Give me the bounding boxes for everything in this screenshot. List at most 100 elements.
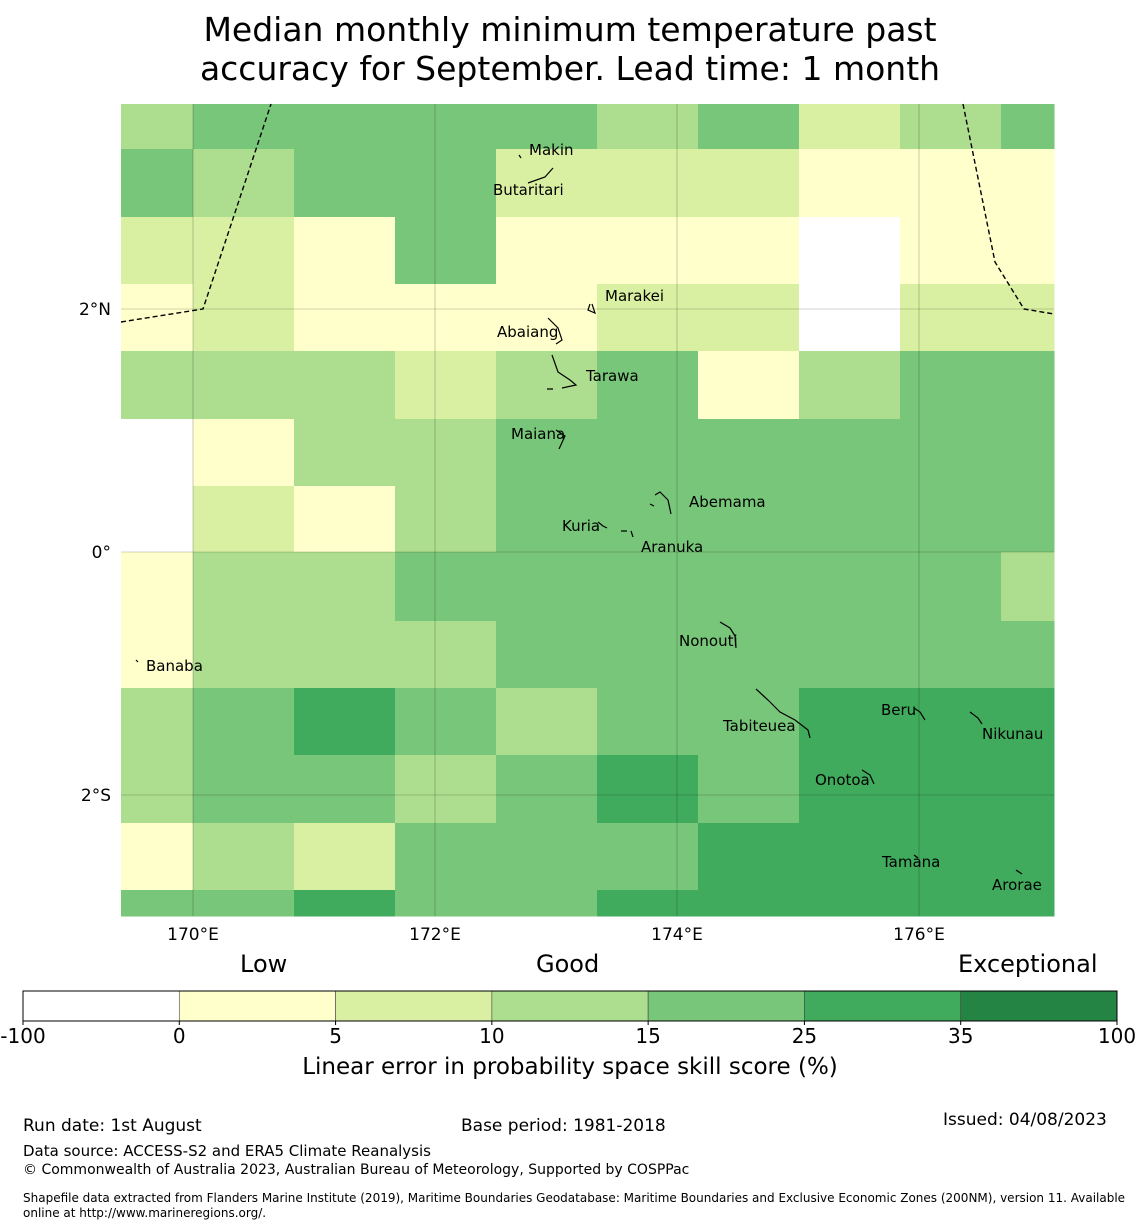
grid-cell [193,284,295,352]
grid-cell [193,351,295,420]
grid-cell [496,217,598,285]
island-label-kuria: Kuria [562,517,600,535]
grid-cell [193,823,295,891]
grid-cell [294,104,396,150]
grid-cell [496,104,598,150]
grid-cell [1001,217,1055,285]
grid-cell [1001,621,1055,689]
island-label-maiana: Maiana [511,425,565,443]
grid-cell [294,351,396,420]
colorbar-tick-label: 10 [479,1024,504,1048]
grid-cell [900,755,1002,824]
grid-cell [698,755,800,824]
colorbar-tick-label: -100 [0,1024,45,1048]
grid-cell [1001,351,1055,420]
colorbar-tick-label: 100 [1098,1024,1136,1048]
colorbar-swatch [22,990,180,1022]
colorbar-swatch [335,990,493,1022]
grid-cell [496,688,598,756]
grid-cell [294,755,396,824]
grid-cell [1001,104,1055,150]
grid-cell [799,755,901,824]
grid-cell [900,217,1002,285]
island-coastline [913,854,919,859]
grid-cell [1001,823,1055,891]
island-coastline [913,707,926,721]
grid-cell [799,688,901,756]
grid-cell [799,217,901,285]
grid-cell [121,104,194,150]
grid-cell [193,552,295,622]
grid-cell [121,755,194,824]
island-label-arorae: Arorae [992,876,1042,894]
lat-tick-label: 0° [92,543,111,563]
grid-cell [597,419,699,487]
colorbar-tick-label: 25 [792,1024,817,1048]
grid-cell [121,823,194,891]
grid-cell [193,104,295,150]
island-coastline [547,354,578,390]
copyright: © Commonwealth of Australia 2023, Austra… [23,1162,690,1178]
grid-cell [799,486,901,553]
grid-cell [496,552,598,622]
grid-cell [193,217,295,285]
island-coastline [861,769,875,785]
island-label-banaba: Banaba [146,657,203,675]
island-label-nikunau: Nikunau [982,725,1043,743]
island-label-beru: Beru [881,701,916,719]
grid-cell [597,890,699,917]
map-title: Median monthly minimum temperature past … [0,10,1140,88]
grid-cell [799,823,901,891]
grid-cell [395,688,497,756]
island-coastline [527,167,554,184]
grid-cell [395,217,497,285]
island-label-butaritari: Butaritari [493,181,564,199]
island-coastline [755,688,811,739]
grid-cell [799,284,901,352]
shapefile-credit: Shapefile data extracted from Flanders M… [23,1191,1126,1220]
grid-cell [597,104,699,150]
grid-cell [900,284,1002,352]
eez-boundary-west [120,103,272,323]
island-label-abemama: Abemama [689,493,766,511]
category-low: Low [240,950,288,978]
grid-cell [799,621,901,689]
grid-cell [121,688,194,756]
grid-cell [900,149,1002,218]
graticule [121,104,1054,916]
grid-cell [395,351,497,420]
grid-cell [597,552,699,622]
island-coastline [621,530,634,538]
grid-cell [1001,890,1055,917]
eez-boundary [120,103,1055,323]
island-coastline [719,621,737,649]
grid-cell [193,755,295,824]
grid-cell [597,621,699,689]
grid-cell [799,351,901,420]
grid-cell [395,552,497,622]
grid-cell [294,552,396,622]
grid-cell [395,621,497,689]
island-coastline [1015,869,1023,875]
grid-cell [121,890,194,917]
grid-cell [698,149,800,218]
island-label-tabiteuea: Tabiteuea [722,717,796,735]
base-period: Base period: 1981-2018 [461,1116,666,1136]
grid-cell [900,552,1002,622]
island-label-tarawa: Tarawa [585,367,639,385]
grid-cell [698,890,800,917]
grid-cell [799,890,901,917]
grid-cell [496,823,598,891]
colorbar-tick-label: 35 [948,1024,973,1048]
grid-cell [121,149,194,218]
colorbar [22,990,1118,1022]
grid-cell [395,104,497,150]
issued-date: Issued: 04/08/2023 [943,1110,1107,1130]
island-label-makin: Makin [529,141,574,159]
grid-cell [193,890,295,917]
grid-cell [698,351,800,420]
colorbar-swatch [178,990,336,1022]
category-exceptional: Exceptional [958,950,1098,978]
colorbar-swatch [804,990,962,1022]
grid-cell [1001,149,1055,218]
